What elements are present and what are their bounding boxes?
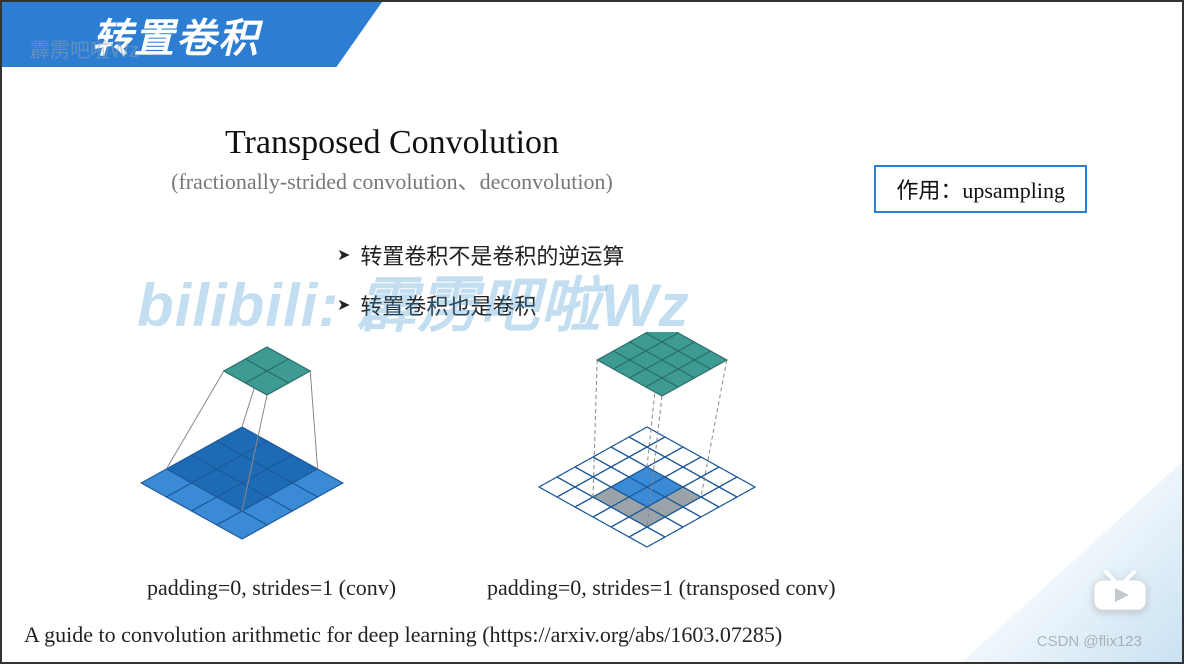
main-title: Transposed Convolution: [2, 124, 782, 162]
footer-citation: A guide to convolution arithmetic for de…: [24, 622, 782, 648]
bullet-list: ➤ 转置卷积不是卷积的逆运算 ➤ 转置卷积也是卷积: [337, 239, 624, 339]
bilibili-tv-icon: [1090, 570, 1150, 614]
bullet-text: 转置卷积不是卷积的逆运算: [360, 239, 624, 271]
bullet-text: 转置卷积也是卷积: [360, 289, 536, 321]
bullet-marker-icon: ➤: [337, 295, 350, 315]
bullet-marker-icon: ➤: [337, 245, 350, 265]
sub-title: (fractionally-strided convolution、deconv…: [2, 164, 782, 196]
caption-left: padding=0, strides=1 (conv): [147, 575, 396, 601]
caption-right: padding=0, strides=1 (transposed conv): [487, 575, 836, 601]
bullet-item: ➤ 转置卷积不是卷积的逆运算: [337, 239, 624, 271]
diagram-area: [72, 332, 892, 577]
watermark-top: 霹雳吧啦Wz: [30, 34, 139, 63]
corner-decoration: [962, 462, 1182, 662]
role-box: 作用：upsampling: [874, 165, 1087, 213]
bullet-item: ➤ 转置卷积也是卷积: [337, 289, 624, 321]
csdn-watermark: CSDN @flix123: [1037, 633, 1142, 650]
